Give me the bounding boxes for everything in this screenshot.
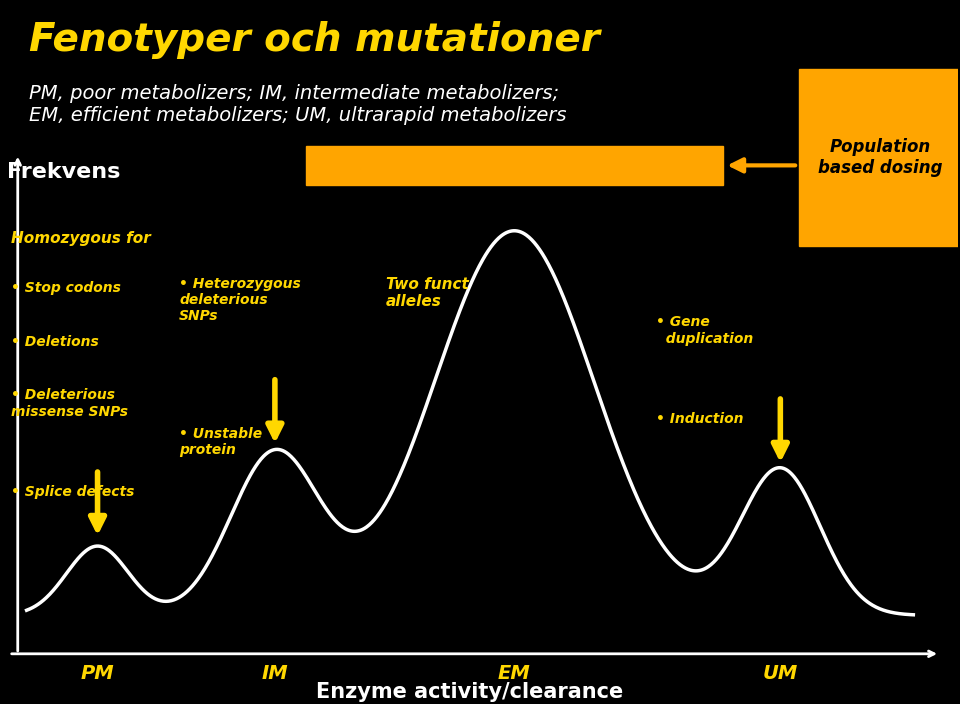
Text: IM: IM (261, 664, 288, 683)
Text: • Gene
  duplication: • Gene duplication (657, 315, 754, 346)
Text: PM, poor metabolizers; IM, intermediate metabolizers;
EM, efficient metabolizers: PM, poor metabolizers; IM, intermediate … (29, 84, 566, 125)
Text: PM: PM (81, 664, 114, 683)
Text: UM: UM (762, 664, 798, 683)
Text: • Stop codons: • Stop codons (11, 281, 121, 295)
Text: • Deletions: • Deletions (11, 334, 98, 348)
Text: Two funct
alleles: Two funct alleles (386, 277, 468, 309)
Text: • Deleterious
missense SNPs: • Deleterious missense SNPs (11, 389, 128, 419)
Bar (306, 146, 723, 184)
Text: Population
based dosing: Population based dosing (818, 138, 943, 177)
Text: • Induction: • Induction (657, 412, 744, 425)
Text: • Heterozygous
deleterious
SNPs: • Heterozygous deleterious SNPs (180, 277, 300, 323)
Text: EM: EM (498, 664, 531, 683)
Text: Fenotyper och mutationer: Fenotyper och mutationer (29, 21, 600, 59)
Text: Frekvens: Frekvens (7, 161, 120, 182)
Text: Enzyme activity/clearance: Enzyme activity/clearance (317, 682, 624, 703)
FancyBboxPatch shape (799, 69, 960, 246)
Text: • Splice defects: • Splice defects (11, 484, 134, 498)
Text: • Unstable
protein: • Unstable protein (180, 427, 262, 457)
Text: Homozygous for: Homozygous for (11, 231, 151, 246)
